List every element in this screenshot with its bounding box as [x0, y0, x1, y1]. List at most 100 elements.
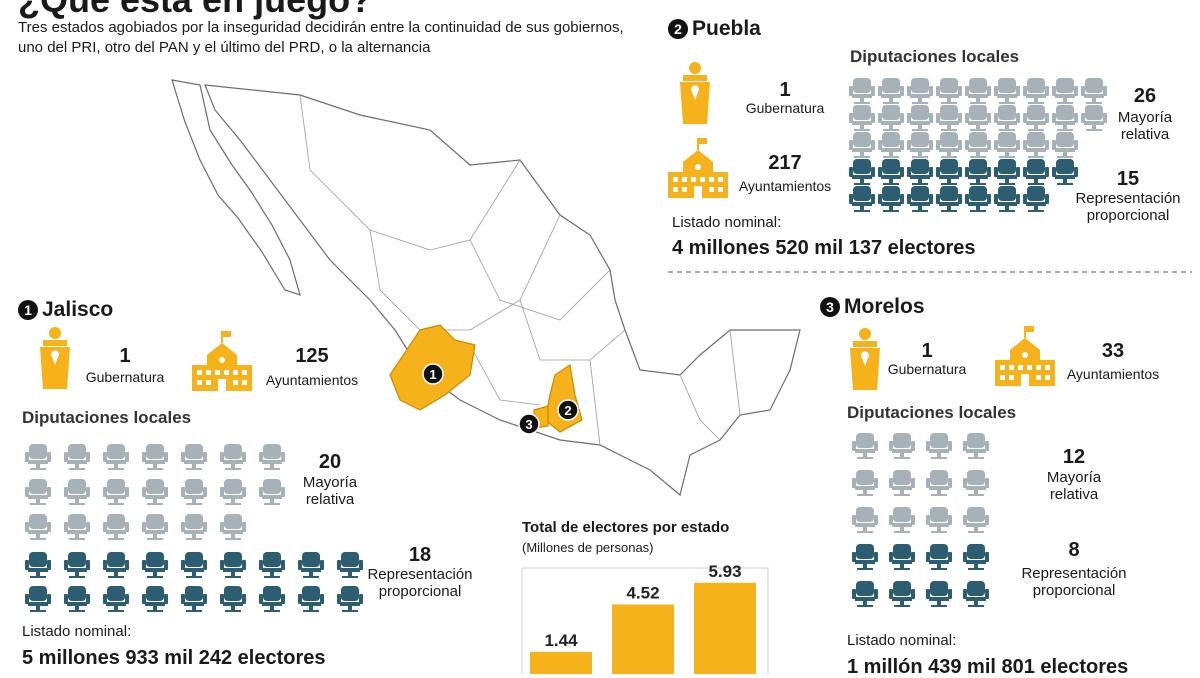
icon-part — [936, 86, 940, 96]
icon-part — [36, 606, 40, 611]
icon-part — [911, 105, 929, 120]
icon-part — [1045, 113, 1049, 123]
icon-part — [30, 538, 46, 540]
icon-part — [931, 494, 947, 496]
icon-part — [270, 464, 274, 469]
listado-label: Listado nominal: — [22, 623, 132, 640]
icon-part — [969, 186, 987, 201]
icon-part — [878, 86, 882, 96]
icon-part — [270, 499, 274, 504]
ayuntamientos-label: Ayuntamientos — [1066, 366, 1160, 382]
icon-part — [125, 452, 129, 462]
icon-part — [894, 531, 910, 533]
icon-part — [47, 560, 51, 570]
icon-part — [855, 597, 875, 601]
icon-part — [1052, 167, 1056, 177]
icon-part — [939, 148, 959, 152]
icon-part — [855, 449, 875, 453]
seat-icon — [181, 586, 207, 612]
school-icon — [192, 331, 252, 391]
icon-part — [854, 102, 870, 104]
icon-part — [1026, 94, 1046, 98]
icon-part — [231, 464, 235, 469]
icon-part — [185, 514, 203, 529]
icon-part — [36, 464, 40, 469]
map — [171, 79, 801, 497]
icon-part — [691, 177, 696, 182]
icon-part — [970, 156, 986, 158]
icon-part — [203, 452, 207, 462]
icon-part — [937, 601, 941, 606]
icon-part — [1021, 374, 1029, 386]
icon-part — [861, 351, 869, 366]
icon-part — [987, 194, 991, 204]
icon-part — [1034, 98, 1038, 103]
icon-part — [936, 167, 940, 177]
icon-part — [963, 441, 967, 451]
icon-part — [184, 602, 204, 606]
icon-part — [849, 86, 853, 96]
icon-part — [852, 515, 856, 525]
seat-icon — [963, 507, 989, 533]
icon-part — [103, 594, 107, 604]
seat-icon — [337, 552, 363, 578]
icon-part — [145, 568, 165, 572]
seat-icon — [963, 581, 989, 607]
icon-part — [974, 601, 978, 606]
icon-part — [242, 380, 247, 385]
icon-part — [855, 560, 875, 564]
seat-icon — [220, 586, 246, 612]
icon-part — [348, 606, 352, 611]
icon-part — [103, 522, 107, 532]
icon-part — [683, 75, 707, 81]
icon-part — [262, 602, 282, 606]
icon-part — [912, 129, 928, 131]
icon-part — [948, 478, 952, 488]
icon-part — [926, 441, 930, 451]
icon-part — [192, 464, 196, 469]
icon-part — [185, 479, 203, 494]
icon-part — [987, 140, 991, 150]
icon-part — [963, 515, 967, 525]
seat-icon — [963, 433, 989, 459]
icon-part — [207, 343, 237, 355]
icon-part — [147, 576, 163, 578]
icon-part — [900, 601, 904, 606]
icon-part — [30, 576, 46, 578]
icon-part — [910, 94, 930, 98]
icon-part — [856, 433, 874, 448]
icon-part — [691, 85, 699, 100]
icon-part — [181, 522, 185, 532]
icon-part — [1000, 375, 1005, 380]
icon-part — [892, 486, 912, 490]
icon-part — [181, 487, 185, 497]
icon-part — [107, 479, 125, 494]
icon-part — [881, 148, 901, 152]
diputaciones-title: Diputaciones locales — [850, 47, 1020, 66]
icon-part — [882, 78, 900, 93]
map-marker — [557, 399, 579, 421]
icon-part — [931, 605, 947, 607]
icon-part — [940, 132, 958, 147]
icon-part — [918, 179, 922, 184]
icon-part — [947, 179, 951, 184]
seat-icon — [907, 105, 933, 131]
icon-part — [974, 453, 978, 458]
icon-part — [153, 464, 157, 469]
icon-part — [1074, 113, 1078, 123]
icon-part — [852, 552, 856, 562]
icon-part — [303, 610, 319, 612]
seat-icon — [181, 479, 207, 505]
icon-part — [1027, 365, 1032, 370]
icon-part — [1045, 194, 1049, 204]
icon-part — [853, 78, 871, 93]
icon-part — [108, 610, 124, 612]
icon-part — [889, 515, 893, 525]
icon-part — [69, 610, 85, 612]
icon-part — [939, 175, 959, 179]
icon-part — [947, 125, 951, 130]
icon-part — [1084, 121, 1104, 125]
icon-part — [1027, 132, 1045, 147]
diputaciones-title: Diputaciones locales — [22, 408, 192, 427]
